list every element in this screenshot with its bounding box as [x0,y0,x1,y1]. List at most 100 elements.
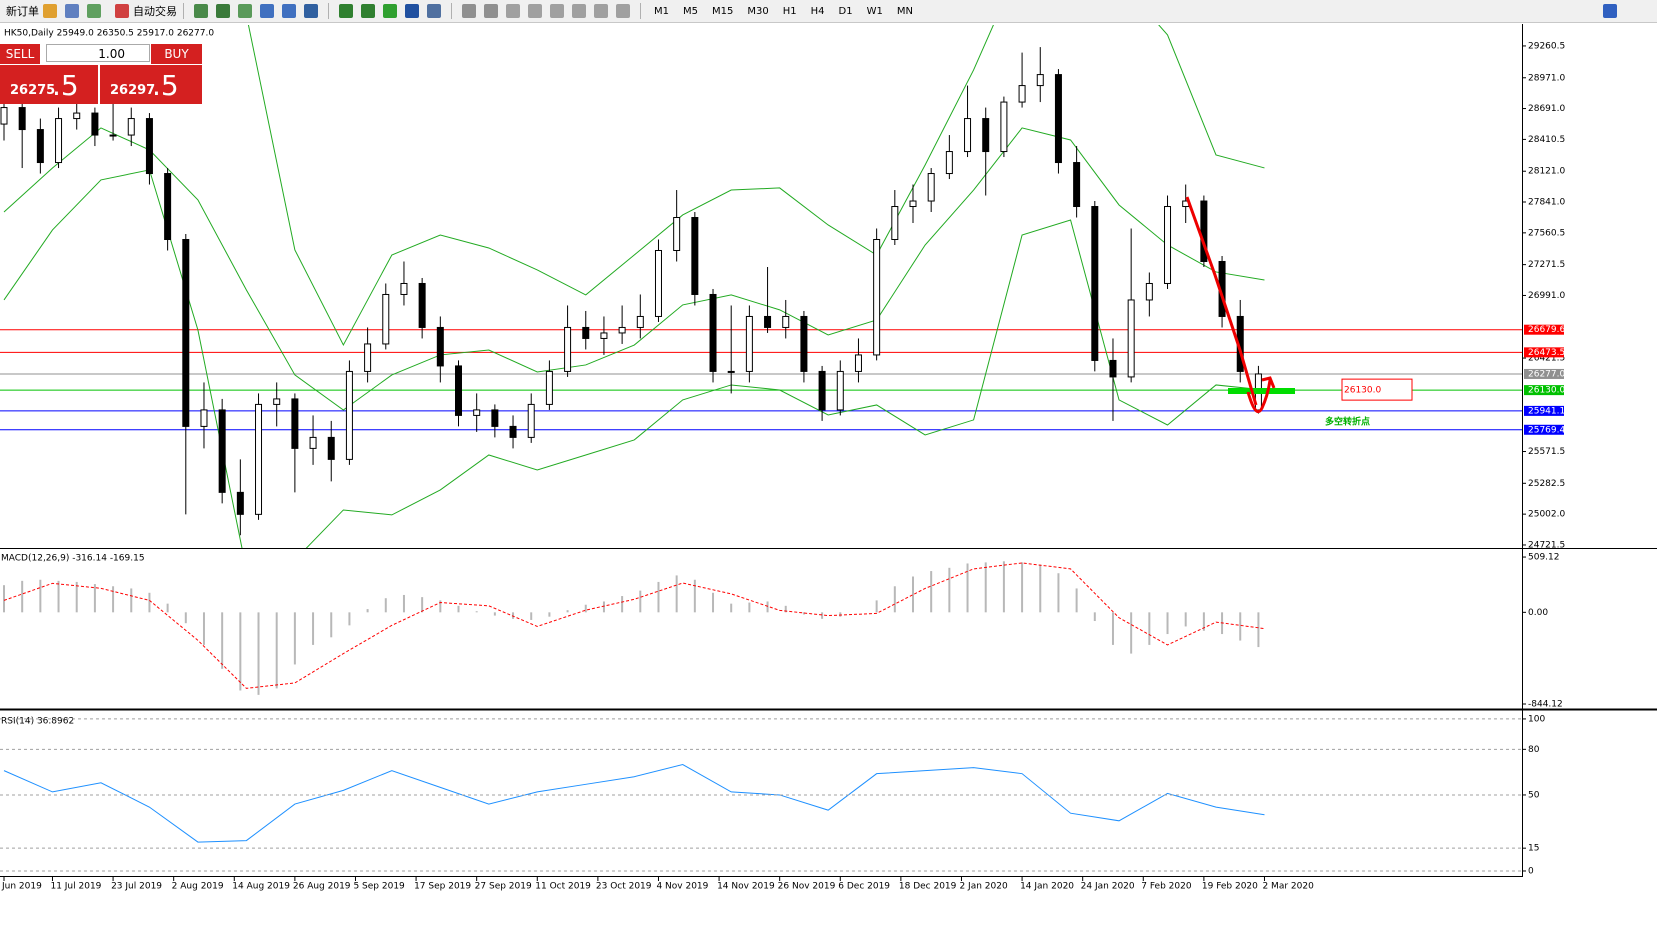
y-tick-label: 15 [1528,844,1539,854]
timeframe-button[interactable]: D1 [838,5,853,17]
candle-body [964,118,972,153]
icon[interactable] [194,4,208,18]
y-tick-label: 50 [1528,790,1540,800]
sell-button[interactable]: SELL [0,44,40,64]
icon [115,4,129,18]
candle-body [909,200,917,208]
y-tick-label: 26421.5 [1528,354,1565,364]
x-tick-label: 7 Feb 2020 [1141,882,1192,892]
candle-body [145,118,153,175]
icon[interactable] [282,4,296,18]
sell-price-button[interactable]: 26275 .5 [0,65,98,104]
candle-body [1091,206,1099,361]
candle-body [764,315,772,328]
icon[interactable] [43,4,57,18]
buy-price-button[interactable]: 26297 .5 [100,65,202,104]
icon[interactable] [462,4,476,18]
icon[interactable] [361,4,375,18]
x-tick-label: 2 Mar 2020 [1262,882,1314,892]
candle-body [1164,206,1172,284]
auto-trading-label: 自动交易 [133,5,177,18]
candle-body [836,370,844,411]
icon[interactable] [87,4,101,18]
y-tick-label: -844.12 [1528,699,1563,709]
candle-body [364,343,372,372]
candle-body [873,238,881,356]
y-tick-label: 27271.5 [1528,260,1565,270]
icon[interactable] [65,4,79,18]
candle-body [309,436,317,449]
timeframe-button[interactable]: H1 [782,5,797,17]
icon[interactable] [304,4,318,18]
candle-body [182,238,190,427]
candle-body [545,370,553,405]
search-icon[interactable] [1603,4,1617,18]
level-label: 25769.4 [1528,425,1565,435]
timeframe-button[interactable]: W1 [866,5,883,17]
icon[interactable] [383,4,397,18]
separator [451,3,452,19]
annotation: 多空转折点 [1325,416,1370,428]
y-tick-label: 28971.0 [1528,73,1565,83]
candle-body [345,370,353,460]
timeframe-button[interactable]: MN [896,5,913,17]
candle-body [800,315,808,372]
x-tick-label: 5 Sep 2019 [353,882,405,892]
icon[interactable] [528,4,542,18]
candle-body [927,173,935,202]
candle-body [109,134,117,137]
icon[interactable] [427,4,441,18]
timeframe-button[interactable]: M30 [747,5,769,17]
x-tick-label: 2 Aug 2019 [172,882,224,892]
candle-body [1127,299,1135,378]
candle-body [255,403,263,515]
candle-body [55,118,63,164]
candle-body [436,326,444,367]
icon[interactable] [405,4,419,18]
y-tick-label: 0.00 [1528,608,1548,618]
marker-box [1341,378,1413,401]
y-tick-label: 27560.5 [1528,228,1565,238]
icon[interactable] [550,4,564,18]
timeframe-button[interactable]: M15 [712,5,734,17]
timeframe-button[interactable]: M1 [654,5,669,17]
y-tick-label: 509.12 [1528,553,1560,563]
candle-body [1054,74,1062,164]
x-tick-label: 26 Aug 2019 [293,882,351,892]
candle-body [982,118,990,153]
candle-body [273,398,281,405]
candle-body [164,173,172,240]
timeframe-button[interactable]: H4 [810,5,825,17]
timeframe-button[interactable]: M5 [683,5,698,17]
candle-body [636,315,644,328]
x-tick-label: 11 Jul 2019 [50,882,101,892]
candle-body [727,370,735,373]
icon[interactable] [616,4,630,18]
rsi-panel [3,764,1265,843]
level-label-box [1524,385,1564,396]
auto-trading-button[interactable]: 自动交易 [111,3,177,19]
buy-button[interactable]: BUY [151,44,202,64]
icon[interactable] [506,4,520,18]
icon[interactable] [238,4,252,18]
icon[interactable] [594,4,608,18]
icon[interactable] [260,4,274,18]
new-order-button[interactable]: 新订单 [6,3,39,19]
icon[interactable] [484,4,498,18]
level-label: 26473.5 [1528,348,1565,358]
candle-body [491,409,499,427]
icon[interactable] [216,4,230,18]
level-label-box [1524,324,1564,335]
new-order-label: 新订单 [6,5,39,18]
lots-input[interactable]: 1.00 [46,44,150,62]
candle-body [400,282,408,295]
candle-body [200,409,208,427]
timeframe-bar: M1 M5 M15 M30 H1 H4 D1 W1 MN [647,6,920,17]
x-tick-label: 27 Sep 2019 [475,882,532,892]
candle-body [654,249,662,317]
x-tick-label: 24 Jan 2020 [1081,882,1135,892]
icon[interactable] [572,4,586,18]
sell-price: 26275 [10,83,56,98]
y-tick-label: 26991.0 [1528,291,1565,301]
icon[interactable] [339,4,353,18]
